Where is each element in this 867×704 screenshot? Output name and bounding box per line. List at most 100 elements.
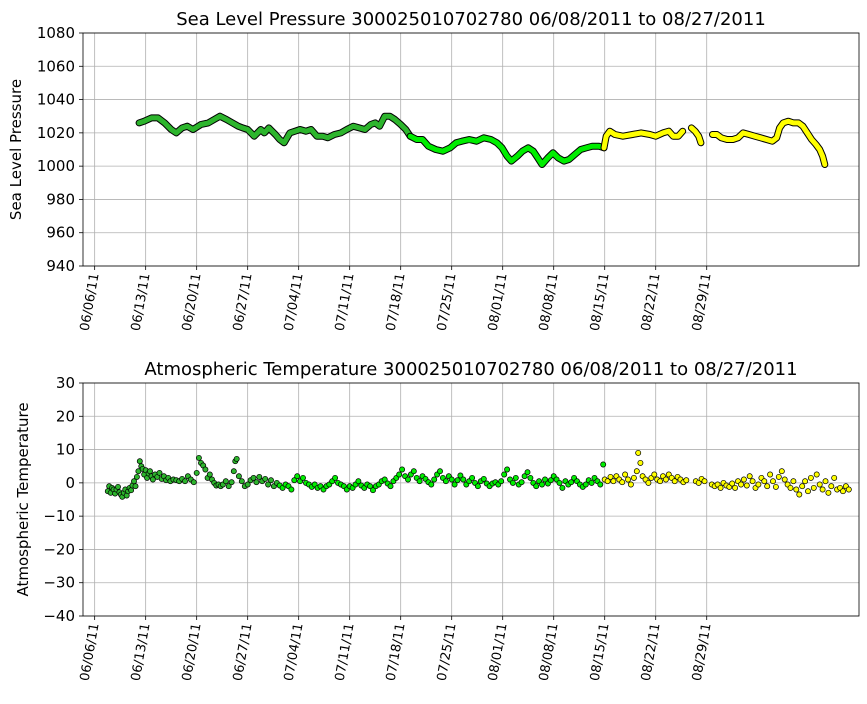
temperature-data-point — [559, 484, 566, 491]
temperature-data-point — [235, 473, 242, 480]
temperature-x-tick-label: 07/18/11 — [384, 622, 409, 682]
pressure-x-tick-label: 06/13/11 — [129, 272, 154, 332]
pressure-series-line — [601, 128, 686, 151]
pressure-axis-ticks: 940 960 980 1000 1020 1040 1060 1080 06/06/11 06/… — [37, 24, 715, 332]
temperature-data-point — [840, 488, 846, 495]
temperature-data-point — [442, 478, 449, 485]
temperature-data-point — [428, 481, 435, 488]
pressure-series-line — [710, 118, 828, 167]
temperature-data-point — [291, 477, 298, 484]
temperature-data-point — [597, 481, 604, 488]
temperature-axis-ticks: −40 −30 −20 −10 0 10 20 30 06/06/11 06/13/11 06/20… — [43, 374, 714, 682]
temperature-data-point — [662, 476, 669, 483]
temperature-data-point — [645, 479, 652, 486]
temperature-y-tick-label: −40 — [43, 607, 75, 625]
temperature-data-point — [637, 459, 644, 466]
temperature-data-point — [253, 479, 260, 486]
temperature-data-point — [604, 478, 611, 485]
temperature-data-point — [355, 478, 362, 485]
temperature-data-point — [738, 481, 744, 488]
temperature-data-point — [416, 478, 423, 485]
pressure-y-tick-label: 1080 — [37, 24, 75, 42]
temperature-data-point — [819, 486, 826, 493]
temperature-data-point — [671, 478, 678, 485]
pressure-panel: 940 960 980 1000 1020 1040 1060 1080 06/06/11 06/… — [7, 9, 860, 332]
temperature-data-point — [244, 481, 251, 488]
temperature-data-point — [799, 483, 806, 490]
temperature-y-tick-label: −10 — [43, 507, 75, 525]
pressure-line-marks — [135, 112, 829, 168]
temperature-data-point — [600, 461, 607, 468]
temperature-data-point — [268, 477, 274, 484]
temperature-data-point — [805, 488, 811, 495]
temperature-data-point — [238, 478, 245, 485]
temperature-data-point — [778, 468, 785, 475]
temperature-y-tick-label: −30 — [43, 574, 75, 592]
temperature-data-point — [633, 468, 640, 475]
pressure-series-line — [688, 125, 704, 146]
temperature-data-point — [206, 471, 213, 478]
temperature-chart-title: Atmospheric Temperature 300025010702780 … — [144, 359, 797, 380]
temperature-data-point — [619, 479, 626, 486]
temperature-data-point — [657, 478, 664, 485]
temperature-data-point — [250, 474, 257, 481]
temperature-data-point — [807, 474, 814, 481]
temperature-data-point — [764, 483, 771, 490]
temperature-data-point — [816, 481, 823, 488]
temperature-data-point — [787, 484, 794, 491]
temperature-data-point — [610, 478, 617, 485]
temperature-data-point — [761, 478, 768, 485]
pressure-y-tick-label: 1020 — [37, 124, 75, 142]
temperature-panel: −40 −30 −20 −10 0 10 20 30 06/06/11 06/13/11 06/20… — [14, 359, 860, 682]
temperature-data-point — [133, 473, 140, 480]
temperature-data-point — [542, 476, 548, 483]
temperature-x-tick-label: 08/08/11 — [537, 622, 562, 682]
pressure-x-tick-label: 08/08/11 — [537, 272, 562, 332]
temperature-data-point — [651, 471, 658, 478]
pressure-x-tick-label: 06/27/11 — [231, 272, 256, 332]
temperature-data-point — [156, 469, 163, 476]
temperature-data-point — [630, 474, 637, 481]
temperature-data-point — [627, 481, 634, 488]
temperature-data-point — [701, 478, 708, 485]
temperature-data-point — [115, 483, 121, 490]
temperature-scatter-marks — [104, 449, 852, 500]
temperature-x-tick-label: 07/04/11 — [282, 622, 307, 682]
temperature-data-point — [845, 486, 852, 493]
temperature-data-point — [190, 479, 197, 486]
temperature-data-point — [132, 483, 139, 490]
temperature-data-point — [524, 469, 531, 476]
temperature-y-tick-label: 20 — [56, 407, 75, 425]
temperature-data-point — [501, 471, 508, 478]
temperature-data-point — [437, 468, 443, 475]
temperature-data-point — [622, 471, 629, 478]
temperature-data-point — [518, 479, 525, 486]
temperature-data-point — [504, 466, 511, 473]
temperature-data-point — [469, 474, 476, 481]
temperature-data-point — [568, 479, 575, 486]
pressure-series-line — [136, 113, 413, 146]
temperature-x-tick-label: 08/22/11 — [639, 622, 664, 682]
pressure-plot-frame — [82, 32, 860, 267]
temperature-data-point — [729, 480, 736, 487]
temperature-data-point — [556, 479, 563, 486]
temperature-data-point — [582, 481, 589, 488]
temperature-data-point — [825, 489, 832, 496]
temperature-x-tick-label: 06/06/11 — [78, 622, 103, 682]
temperature-data-point — [772, 483, 779, 490]
temperature-data-point — [796, 491, 803, 498]
pressure-series-outline — [709, 117, 829, 168]
temperature-data-point — [193, 469, 200, 476]
temperature-data-point — [256, 473, 263, 480]
temperature-x-tick-label: 08/01/11 — [486, 622, 511, 682]
temperature-data-point — [457, 472, 464, 479]
temperature-data-point — [521, 473, 528, 480]
temperature-y-tick-label: 10 — [56, 441, 75, 459]
temperature-data-point — [367, 483, 374, 490]
temperature-y-tick-label: −20 — [43, 540, 75, 558]
temperature-data-point — [781, 476, 788, 483]
temperature-x-tick-label: 08/15/11 — [588, 622, 613, 682]
temperature-data-point — [813, 471, 820, 478]
pressure-x-tick-label: 07/25/11 — [435, 272, 460, 332]
pressure-y-tick-label: 980 — [46, 190, 75, 208]
